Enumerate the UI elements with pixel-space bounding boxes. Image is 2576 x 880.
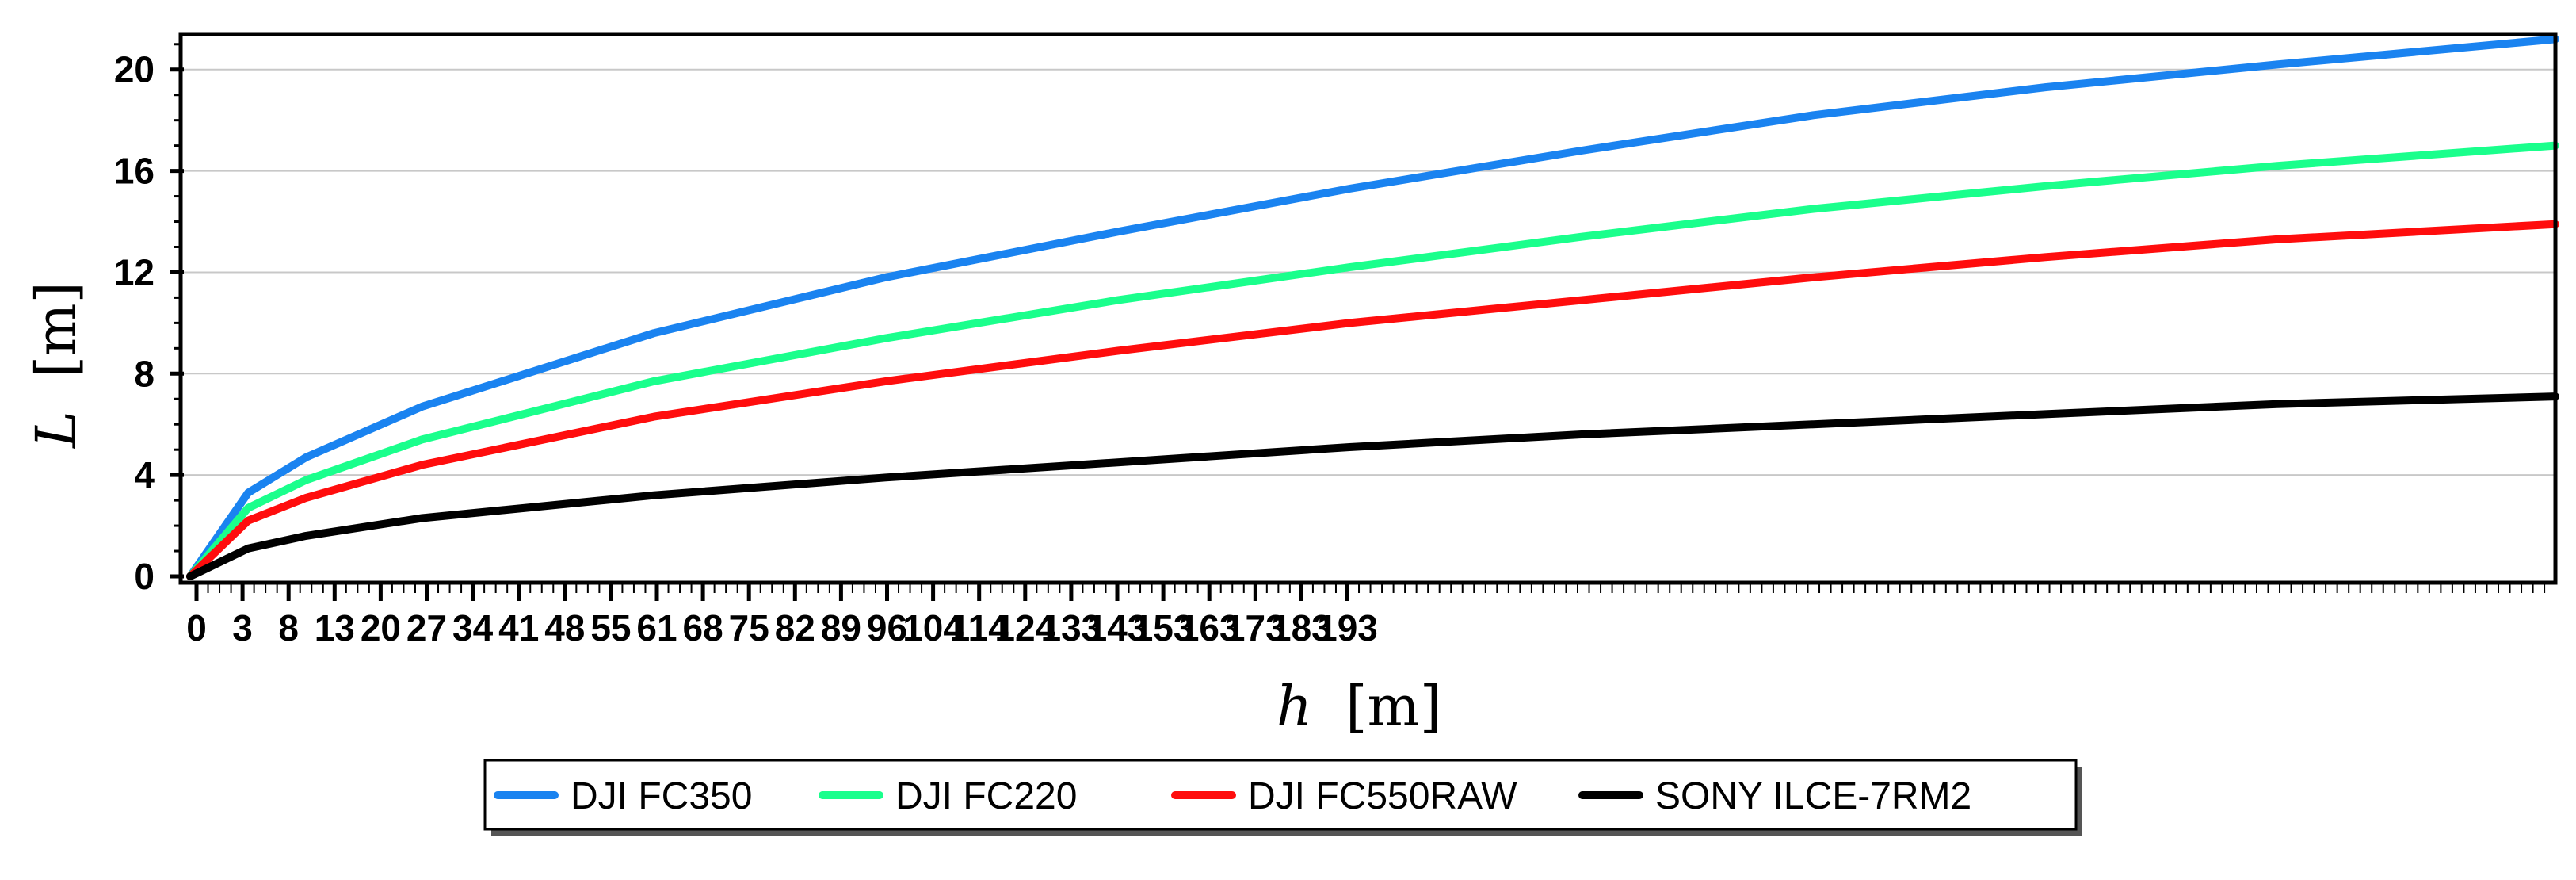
legend-items: DJI FC350 DJI FC220 DJI FC550RAW SONY ILCE-… bbox=[494, 775, 1971, 817]
x-tick-label: 133 bbox=[1041, 607, 1102, 649]
x-tick-label: 55 bbox=[590, 607, 631, 649]
legend-label: DJI FC350 bbox=[571, 775, 752, 817]
x-tick-label: 20 bbox=[361, 607, 401, 649]
x-tick-label: 193 bbox=[1317, 607, 1378, 649]
x-tick-label: 163 bbox=[1179, 607, 1240, 649]
y-axis-label-var: L bbox=[24, 411, 89, 449]
x-tick-label: 48 bbox=[544, 607, 585, 649]
y-tick-label: 0 bbox=[134, 556, 155, 597]
x-tick-label: 3 bbox=[232, 607, 253, 649]
series-line bbox=[186, 392, 2559, 580]
legend-label: SONY ILCE-7RM2 bbox=[1655, 775, 1971, 817]
x-tick-label: 41 bbox=[498, 607, 539, 649]
x-tick-label: 13 bbox=[315, 607, 355, 649]
x-tick-label: 82 bbox=[775, 607, 815, 649]
x-tick-label: 104 bbox=[903, 607, 964, 649]
y-tick-label: 8 bbox=[134, 353, 155, 394]
x-tick-label: 114 bbox=[950, 607, 1009, 649]
legend-label: DJI FC220 bbox=[895, 775, 1077, 817]
legend-label: DJI FC550RAW bbox=[1248, 775, 1517, 817]
y-tick-label: 12 bbox=[114, 251, 155, 293]
y-axis-label-unit: [m] bbox=[24, 281, 89, 377]
x-tick-label: 8 bbox=[278, 607, 299, 649]
x-tick-label: 143 bbox=[1087, 607, 1148, 649]
x-tick-label: 0 bbox=[186, 607, 207, 649]
x-tick-label: 183 bbox=[1271, 607, 1332, 649]
x-tick-label: 173 bbox=[1225, 607, 1286, 649]
x-tick-label: 27 bbox=[406, 607, 447, 649]
y-axis-label: L [m] bbox=[24, 281, 89, 450]
series-line bbox=[186, 35, 2559, 580]
y-tick-label: 4 bbox=[134, 454, 155, 495]
x-tick-label: 34 bbox=[452, 607, 494, 649]
grid-lines bbox=[182, 68, 2554, 476]
y-tick-label: 20 bbox=[114, 49, 155, 90]
x-tick-label: 96 bbox=[867, 607, 907, 649]
x-axis-label: h [m] bbox=[1277, 674, 1441, 739]
x-tick-label: 124 bbox=[994, 607, 1055, 649]
legend-box bbox=[483, 759, 2078, 831]
y-tick-label: 16 bbox=[114, 151, 155, 192]
x-tick-label: 89 bbox=[821, 607, 861, 649]
series-layer bbox=[186, 35, 2559, 580]
x-tick-label: 75 bbox=[729, 607, 769, 649]
series-line bbox=[186, 220, 2559, 580]
x-tick-label: 61 bbox=[636, 607, 677, 649]
x-axis-label-unit: [m] bbox=[1345, 674, 1441, 739]
x-tick-label: 153 bbox=[1133, 607, 1194, 649]
y-axis: 0 4 8 12 16 20 bbox=[114, 43, 184, 597]
legend: DJI FC350 DJI FC220 DJI FC550RAW SONY ILCE-… bbox=[483, 759, 2082, 836]
x-tick-label: 68 bbox=[683, 607, 723, 649]
x-axis: 0 3 8 13 20 27 34 41 48 55 61 68 75 82 89 9610411412413… bbox=[186, 584, 2546, 649]
series-line bbox=[186, 141, 2559, 580]
x-axis-label-var: h bbox=[1277, 674, 1312, 739]
plot-frame bbox=[178, 32, 2558, 585]
